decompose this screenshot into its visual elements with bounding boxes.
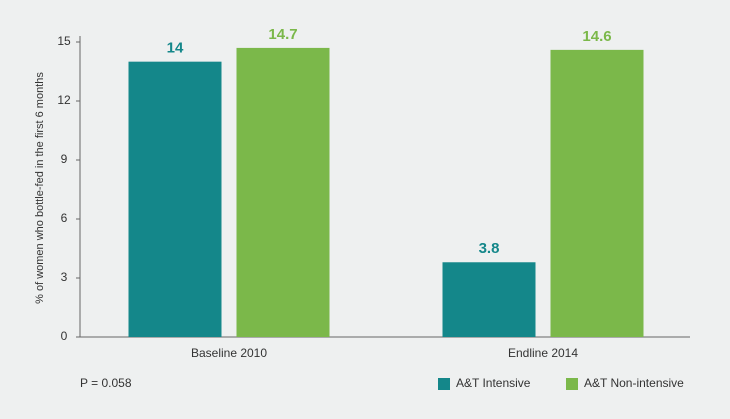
y-tick-label: 9: [61, 152, 68, 166]
y-tick-label: 3: [61, 270, 68, 284]
x-tick-label: Endline 2014: [508, 346, 578, 360]
legend-swatch: [438, 378, 450, 390]
value-label: 14.6: [582, 28, 611, 45]
annotation: P = 0.058: [80, 376, 132, 390]
bar: [128, 61, 222, 338]
value-label: 14: [167, 40, 184, 57]
y-tick-label: 0: [61, 329, 68, 343]
y-axis-label: % of women who bottle-fed in the first 6…: [34, 72, 46, 304]
value-label: 3.8: [479, 240, 500, 257]
y-tick-label: 12: [57, 93, 71, 107]
bar: [236, 47, 330, 338]
bar: [442, 262, 536, 337]
y-tick-label: 15: [57, 34, 71, 48]
legend-label: A&T Non-intensive: [584, 376, 684, 390]
y-tick-label: 6: [61, 211, 68, 225]
value-label: 14.7: [268, 26, 297, 43]
x-tick-label: Baseline 2010: [191, 346, 267, 360]
bar: [550, 49, 644, 337]
legend-swatch: [566, 378, 578, 390]
legend-label: A&T Intensive: [456, 376, 531, 390]
